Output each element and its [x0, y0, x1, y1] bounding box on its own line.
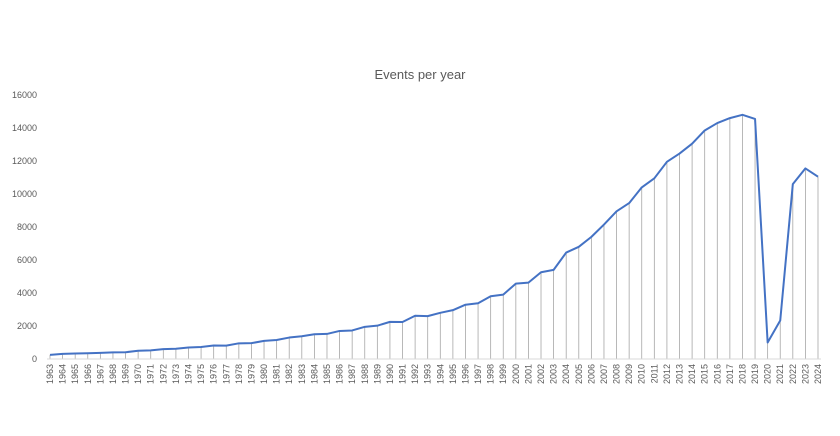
x-tick-label: 2010 [637, 364, 647, 384]
x-tick-label: 2004 [561, 364, 571, 384]
x-tick-label: 1966 [83, 364, 93, 384]
x-tick-label: 1965 [70, 364, 80, 384]
x-tick-label: 2003 [549, 364, 559, 384]
x-tick-label: 1999 [498, 364, 508, 384]
x-tick-label: 2020 [763, 364, 773, 384]
y-tick-label: 8000 [17, 222, 37, 232]
x-tick-label: 2005 [574, 364, 584, 384]
x-tick-label: 1970 [133, 364, 143, 384]
x-tick-label: 1964 [58, 364, 68, 384]
y-tick-label: 2000 [17, 321, 37, 331]
x-tick-label: 1977 [221, 364, 231, 384]
x-tick-label: 2013 [675, 364, 685, 384]
x-tick-label: 2016 [712, 364, 722, 384]
x-tick-label: 1963 [45, 364, 55, 384]
series-line [49, 113, 819, 356]
x-tick-label: 1986 [335, 364, 345, 384]
x-tick-label: 2024 [813, 364, 823, 384]
x-tick-label: 2014 [687, 364, 697, 384]
x-tick-label: 1969 [121, 364, 131, 384]
x-tick-label: 2000 [511, 364, 521, 384]
x-tick-label: 1988 [360, 364, 370, 384]
x-tick-label: 2015 [700, 364, 710, 384]
y-axis-ticks: 0 2000 4000 6000 8000 10000 12000 14000 16000 [12, 90, 37, 364]
x-tick-label: 1978 [234, 364, 244, 384]
x-tick-label: 1984 [309, 364, 319, 384]
x-tick-label: 1993 [423, 364, 433, 384]
x-tick-label: 1991 [398, 364, 408, 384]
y-tick-label: 12000 [12, 156, 37, 166]
x-tick-label: 1997 [473, 364, 483, 384]
x-tick-label: 2001 [523, 364, 533, 384]
x-tick-label: 1972 [158, 364, 168, 384]
x-tick-label: 2021 [775, 364, 785, 384]
x-tick-label: 1974 [183, 364, 193, 384]
x-tick-label: 1981 [272, 364, 282, 384]
x-tick-label: 1983 [297, 364, 307, 384]
x-tick-label: 2018 [737, 364, 747, 384]
y-tick-label: 10000 [12, 189, 37, 199]
x-tick-label: 2008 [612, 364, 622, 384]
x-tick-label: 2023 [800, 364, 810, 384]
x-tick-label: 1990 [385, 364, 395, 384]
x-tick-label: 1967 [95, 364, 105, 384]
x-tick-label: 1987 [347, 364, 357, 384]
x-tick-label: 1995 [448, 364, 458, 384]
x-tick-label: 1996 [460, 364, 470, 384]
x-tick-label: 1994 [435, 364, 445, 384]
x-tick-label: 2007 [599, 364, 609, 384]
x-tick-label: 1973 [171, 364, 181, 384]
x-tick-label: 1989 [372, 364, 382, 384]
x-tick-label: 1971 [146, 364, 156, 384]
x-tick-label: 1975 [196, 364, 206, 384]
x-tick-label: 1992 [410, 364, 420, 384]
y-tick-label: 16000 [12, 90, 37, 100]
x-tick-label: 2017 [725, 364, 735, 384]
x-tick-label: 2006 [586, 364, 596, 384]
y-tick-label: 14000 [12, 123, 37, 133]
x-tick-label: 2022 [788, 364, 798, 384]
x-tick-label: 1980 [259, 364, 269, 384]
y-tick-label: 0 [32, 354, 37, 364]
y-tick-label: 4000 [17, 288, 37, 298]
x-tick-label: 1976 [209, 364, 219, 384]
x-tick-label: 1982 [284, 364, 294, 384]
x-tick-label: 1998 [486, 364, 496, 384]
x-tick-label: 1979 [246, 364, 256, 384]
x-tick-label: 2009 [624, 364, 634, 384]
chart-title: Events per year [374, 67, 466, 82]
x-tick-label: 1985 [322, 364, 332, 384]
y-tick-label: 6000 [17, 255, 37, 265]
x-tick-label: 2012 [662, 364, 672, 384]
x-tick-label: 2002 [536, 364, 546, 384]
drop-lines [49, 114, 819, 359]
x-tick-label: 2019 [750, 364, 760, 384]
x-axis-ticks: 1963 1964 1965 1966 1967 1968 1969 1970 1971 1972… [45, 364, 823, 384]
x-tick-label: 2011 [649, 364, 659, 383]
x-tick-label: 1968 [108, 364, 118, 384]
